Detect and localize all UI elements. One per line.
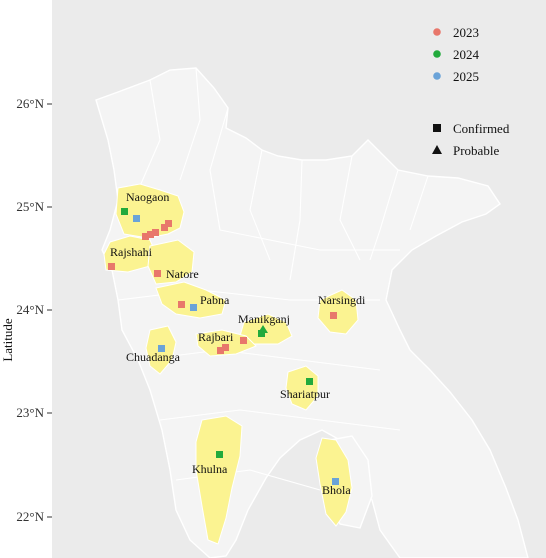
y-tick-label: 26°N xyxy=(16,96,44,111)
legend-swatch-2025 xyxy=(433,72,441,80)
legend-square-icon xyxy=(433,124,441,132)
marker-2025-confirmed xyxy=(158,345,165,352)
marker-2025-confirmed xyxy=(133,215,140,222)
marker-2023-confirmed xyxy=(178,301,185,308)
y-tick-label: 23°N xyxy=(16,405,44,420)
district-label-rajshahi: Rajshahi xyxy=(110,245,153,259)
y-tick-label: 22°N xyxy=(16,509,44,524)
legend-triangle-icon xyxy=(432,145,442,154)
y-axis: 26°N 25°N 24°N 23°N 22°N Latitude xyxy=(0,96,52,524)
legend-swatch-2024 xyxy=(433,50,441,58)
marker-2023-confirmed xyxy=(240,337,247,344)
marker-2024-confirmed xyxy=(306,378,313,385)
legend-label-confirmed: Confirmed xyxy=(453,121,510,136)
y-tick-label: 25°N xyxy=(16,199,44,214)
district-labels: Naogaon Rajshahi Natore Pabna Manikganj … xyxy=(110,190,366,497)
district-label-manikganj: Manikganj xyxy=(238,312,290,326)
legend-swatch-2023 xyxy=(433,28,441,36)
marker-2024-confirmed xyxy=(121,208,128,215)
district-label-rajbari: Rajbari xyxy=(198,330,234,344)
legend-label-2024: 2024 xyxy=(453,47,480,62)
legend-status: Confirmed Probable xyxy=(432,121,510,158)
case-markers xyxy=(108,208,339,485)
legend-label-2025: 2025 xyxy=(453,69,479,84)
y-axis-title: Latitude xyxy=(0,318,15,362)
marker-2023-confirmed xyxy=(108,263,115,270)
marker-2024-probable xyxy=(258,325,268,333)
marker-2023-confirmed xyxy=(217,347,224,354)
district-label-shariatpur: Shariatpur xyxy=(280,387,330,401)
district-label-chuadanga: Chuadanga xyxy=(126,350,181,364)
y-tick-label: 24°N xyxy=(16,302,44,317)
district-label-khulna: Khulna xyxy=(192,462,228,476)
marker-2023-confirmed xyxy=(161,224,168,231)
district-area-khulna xyxy=(195,415,243,545)
legend-years: 2023 2024 2025 xyxy=(433,25,480,84)
marker-2025-confirmed xyxy=(190,304,197,311)
marker-2023-confirmed xyxy=(165,220,172,227)
marker-2023-confirmed xyxy=(147,231,154,238)
district-label-narsingdi: Narsingdi xyxy=(318,293,366,307)
district-area-narsingdi xyxy=(317,289,359,335)
legend-label-2023: 2023 xyxy=(453,25,479,40)
district-area-pabna xyxy=(155,281,227,319)
marker-2024-confirmed xyxy=(216,451,223,458)
district-label-naogaon: Naogaon xyxy=(126,190,169,204)
district-label-pabna: Pabna xyxy=(200,293,230,307)
marker-2023-confirmed xyxy=(152,229,159,236)
district-area-shariatpur xyxy=(285,365,319,411)
legend-label-probable: Probable xyxy=(453,143,499,158)
district-label-natore: Natore xyxy=(166,267,199,281)
marker-2023-confirmed xyxy=(154,270,161,277)
marker-2025-confirmed xyxy=(332,478,339,485)
marker-2023-confirmed xyxy=(330,312,337,319)
marker-2023-confirmed xyxy=(222,344,229,351)
district-label-bhola: Bhola xyxy=(322,483,351,497)
marker-2023-confirmed xyxy=(142,233,149,240)
marker-2024-confirmed xyxy=(258,330,265,337)
district-area-rajbari xyxy=(195,329,257,357)
